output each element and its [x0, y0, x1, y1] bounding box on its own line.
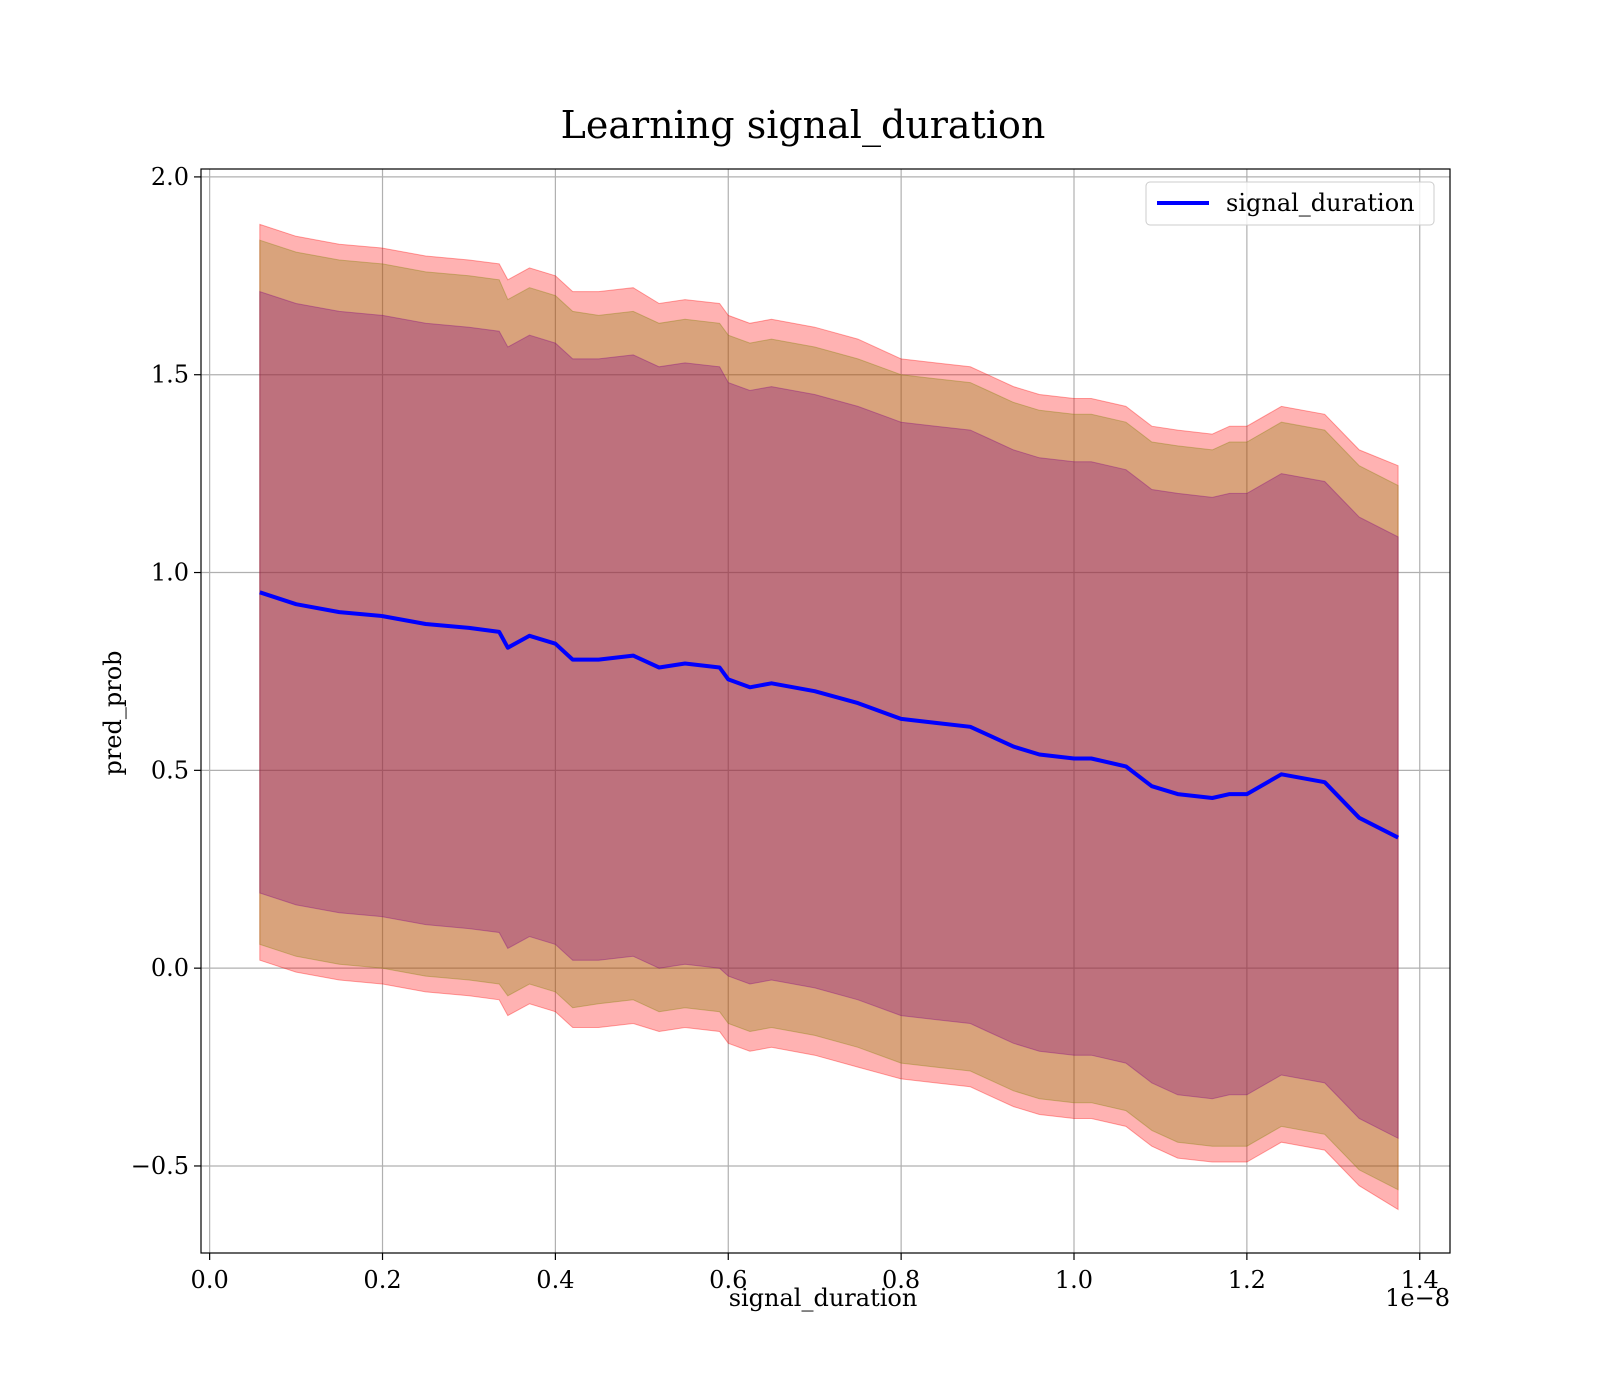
x-tick-label-7: 1.4	[1401, 1266, 1439, 1294]
x-tick-label-6: 1.2	[1228, 1266, 1266, 1294]
legend: signal_duration	[1145, 181, 1435, 226]
y-axis-label: pred_prob	[99, 650, 127, 775]
plot-frame	[200, 168, 1451, 1254]
band-mid	[259, 239, 1399, 1191]
y-tick-label-0: −0.5	[131, 1152, 189, 1180]
y-tick-label-5: 2.0	[151, 163, 189, 191]
x-axis-label: signal_duration	[729, 1284, 918, 1312]
y-tick-label-4: 1.5	[151, 361, 189, 389]
x-tick-label-0: 0.0	[191, 1266, 229, 1294]
legend-label-signal-duration: signal_duration	[1226, 189, 1415, 217]
band-inner	[259, 290, 1399, 1140]
y-tick-label-2: 0.5	[151, 756, 189, 784]
legend-box	[1145, 181, 1435, 226]
x-tick-label-5: 1.0	[1055, 1266, 1093, 1294]
band-outer	[259, 223, 1399, 1211]
x-tick-label-2: 0.4	[536, 1266, 574, 1294]
x-tick-label-3: 0.6	[709, 1266, 747, 1294]
x-axis-offset-label: 1e−8	[1385, 1284, 1450, 1312]
series-line-signal-duration	[259, 590, 1400, 840]
x-tick-label-4: 0.8	[882, 1266, 920, 1294]
x-tick-label-1: 0.2	[363, 1266, 401, 1294]
chart-title: Learning signal_duration	[561, 103, 1046, 148]
y-tick-label-1: 0.0	[151, 954, 189, 982]
y-tick-label-3: 1.0	[151, 559, 189, 587]
